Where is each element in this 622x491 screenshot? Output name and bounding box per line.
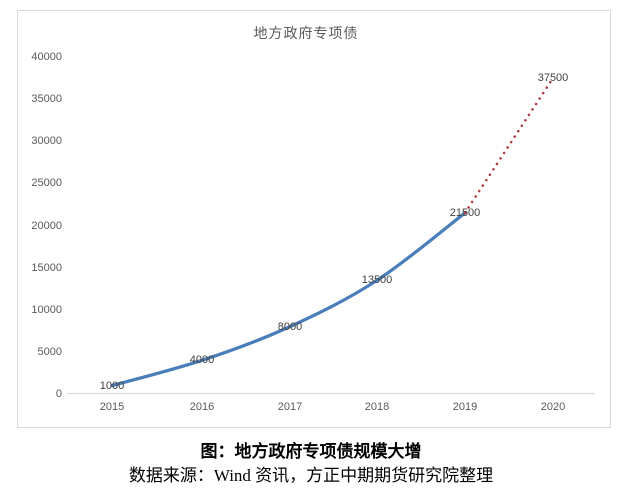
y-tick-label: 10000 xyxy=(31,304,62,316)
x-tick-label: 2020 xyxy=(540,401,566,413)
historical-line-series xyxy=(110,211,467,388)
data-label: 21500 xyxy=(449,207,481,219)
y-tick-label: 5000 xyxy=(37,346,62,358)
x-tick-label: 2017 xyxy=(277,401,303,413)
chart-title: 地方政府专项债 xyxy=(253,25,359,41)
chart-frame xyxy=(17,10,611,428)
data-label: 13500 xyxy=(361,274,393,286)
forecast-dotted-series xyxy=(463,76,555,215)
y-tick-label: 35000 xyxy=(31,93,62,105)
x-tick-label: 2016 xyxy=(189,401,215,413)
figure-caption: 图：地方政府专项债规模大增 xyxy=(200,442,422,461)
data-label: 8000 xyxy=(277,321,303,333)
y-tick-label: 30000 xyxy=(31,135,62,147)
y-tick-label: 20000 xyxy=(31,220,62,232)
y-tick-label: 15000 xyxy=(31,262,62,274)
data-label: 37500 xyxy=(537,72,569,84)
x-tick-label: 2018 xyxy=(364,401,390,413)
data-source-note: 数据来源：Wind 资讯，方正中期期货研究院整理 xyxy=(128,466,494,485)
y-tick-label: 25000 xyxy=(31,177,62,189)
y-tick-label: 40000 xyxy=(31,51,62,63)
data-label: 1000 xyxy=(99,380,125,392)
x-tick-label: 2015 xyxy=(99,401,125,413)
y-tick-label: 0 xyxy=(55,388,62,400)
x-tick-label: 2019 xyxy=(452,401,478,413)
data-label: 4000 xyxy=(189,354,215,366)
